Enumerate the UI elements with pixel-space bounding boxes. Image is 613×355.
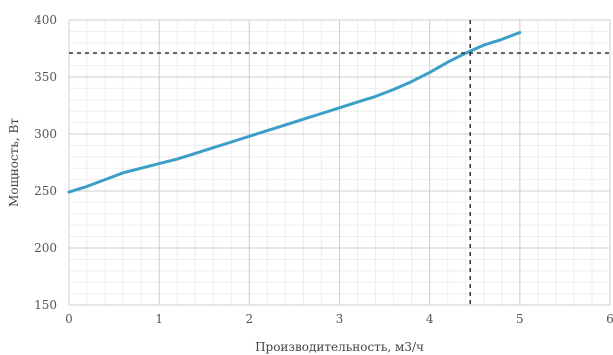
power-curve-line [67,31,522,194]
x-tick-label: 1 [155,312,163,326]
y-tick-label: 400 [34,13,57,27]
y-axis-title: Мощность, Вт [7,118,21,207]
x-tick-labels: 0 1 2 3 4 5 6 [65,312,613,326]
y-tick-label: 350 [34,70,57,84]
x-tick-label: 4 [426,312,434,326]
y-tick-label: 250 [34,184,57,198]
y-tick-label: 150 [34,298,57,312]
x-tick-label: 2 [246,312,254,326]
reference-lines [69,20,610,305]
x-tick-label: 5 [516,312,524,326]
major-grid [68,19,611,306]
y-tick-label: 200 [34,241,57,255]
x-tick-label: 0 [65,312,73,326]
x-tick-label: 6 [606,312,613,326]
series-layer [67,31,522,194]
x-tick-label: 3 [336,312,344,326]
y-tick-labels: 150 200 250 300 350 400 [34,13,57,312]
x-axis-title: Производительность, м3/ч [255,340,424,354]
y-tick-label: 300 [34,127,57,141]
